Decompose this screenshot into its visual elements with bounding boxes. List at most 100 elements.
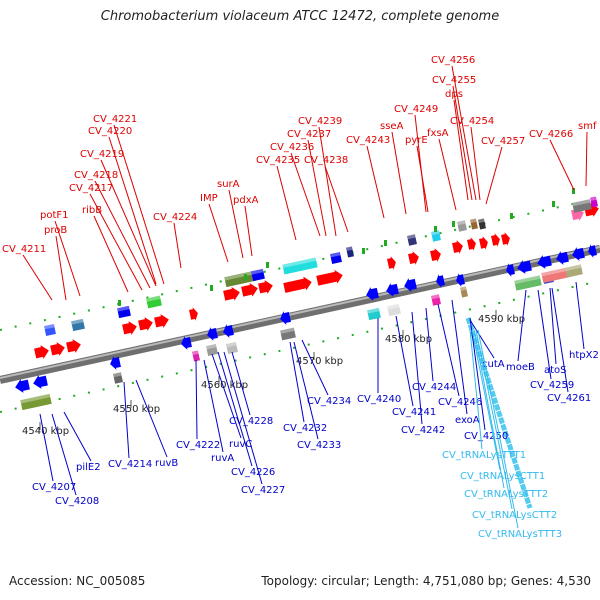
label-leader-line <box>203 359 224 453</box>
forward-gene-box <box>590 196 598 208</box>
forward-gene-label: CV_4217 <box>69 183 113 194</box>
reverse-gene-label: moeB <box>506 362 535 373</box>
label-leader-line <box>414 114 427 213</box>
reverse-gene-label: CV_4242 <box>401 425 445 436</box>
trna-gene-label: CV_tRNALysCTT2 <box>472 510 557 521</box>
forward-gene-arrow <box>467 237 476 251</box>
label-leader-line <box>307 139 327 237</box>
reverse-gene-box <box>113 372 123 384</box>
forward-gene-arrow <box>430 248 441 262</box>
genome-backbone <box>0 244 600 384</box>
label-leader-line <box>108 136 157 285</box>
label-leader-line <box>437 303 460 397</box>
label-leader-line <box>395 315 414 407</box>
label-leader-line <box>135 379 168 458</box>
label-leader-line <box>244 205 253 257</box>
label-leader-line <box>301 339 329 396</box>
label-leader-line <box>551 287 569 393</box>
label-leader-line <box>451 65 477 201</box>
reverse-gene-label: CV_4241 <box>392 407 436 418</box>
label-leader-line <box>39 413 54 482</box>
forward-gene-arrow <box>491 233 500 247</box>
label-leader-line <box>228 189 244 259</box>
forward-gene-arrow <box>66 339 81 353</box>
forward-gene-box <box>330 252 342 264</box>
scale-label: 4550 kbp <box>113 404 160 415</box>
trna-gene-label: CV_tRNALysTTT3 <box>478 529 562 540</box>
forward-gene-label: CV_4254 <box>450 116 494 127</box>
forward-gene-arrow <box>122 321 137 335</box>
label-leader-line <box>231 351 251 416</box>
label-leader-line <box>318 126 337 237</box>
forward-gene-arrow <box>258 280 273 294</box>
label-leader-line <box>195 359 198 440</box>
forward-gene-label: pdxA <box>233 195 259 206</box>
forward-gene-label: surA <box>217 179 240 190</box>
forward-gene-label: IMP <box>200 193 218 204</box>
label-leader-line <box>276 165 297 241</box>
reverse-gene-arrow <box>223 324 234 338</box>
scale-label: 4540 kbp <box>22 426 69 437</box>
reverse-gene-box <box>565 264 583 278</box>
reverse-gene-label: CV_4232 <box>283 423 327 434</box>
label-leader-line <box>173 222 182 269</box>
label-leader-line <box>453 99 469 201</box>
label-leader-line <box>549 287 557 365</box>
forward-gene-box <box>346 246 354 258</box>
label-leader-line <box>451 299 468 415</box>
reverse-gene-label: pilE2 <box>76 462 101 473</box>
label-leader-line <box>425 307 434 382</box>
label-leader-line <box>100 159 157 287</box>
forward-gene-arrow <box>34 345 49 359</box>
label-leader-line <box>517 289 527 362</box>
reverse-gene-arrow <box>207 327 218 341</box>
forward-gene-label: CV_4249 <box>394 104 438 115</box>
label-leader-line <box>469 317 486 431</box>
reverse-gene-label: ruvA <box>211 453 234 464</box>
reverse-gene-arrow <box>517 260 532 274</box>
forward-gene-arrow <box>241 282 258 297</box>
frame-tick <box>244 274 247 280</box>
forward-gene-label: pyrE <box>405 135 428 146</box>
forward-gene-box <box>478 218 486 230</box>
forward-gene-arrow <box>501 232 510 246</box>
reverse-gene-label: CV_4246 <box>438 397 482 408</box>
frame-tick <box>362 248 365 254</box>
reverse-gene-arrow <box>110 356 121 370</box>
reverse-gene-arrow <box>588 244 597 258</box>
reverse-gene-box <box>431 294 441 306</box>
label-leader-line <box>391 131 407 215</box>
reverse-gene-label: exoA <box>455 415 480 426</box>
frame-tick <box>452 221 455 227</box>
reverse-gene-arrow <box>366 287 379 301</box>
frame-tick <box>384 240 387 246</box>
reverse-gene-label: CV_4228 <box>229 416 273 427</box>
forward-gene-label: CV_4235 <box>256 155 300 166</box>
forward-gene-box <box>44 324 56 336</box>
forward-gene-arrow <box>154 314 169 328</box>
forward-gene-box <box>457 220 467 232</box>
frame-tick <box>118 300 121 306</box>
reverse-gene-label: ruvC <box>229 439 252 450</box>
scale-label: 4570 kbp <box>296 356 343 367</box>
forward-gene-label: potF1 <box>40 210 69 221</box>
label-leader-line <box>366 145 385 219</box>
trna-gene-strip <box>465 317 533 509</box>
label-leader-line <box>537 289 552 380</box>
forward-gene-arrow <box>50 342 65 356</box>
forward-gene-arrow <box>189 307 198 321</box>
frame-tick <box>552 201 555 207</box>
forward-gene-arrow <box>283 276 312 293</box>
reverse-gene-label: cutA <box>482 359 505 370</box>
label-leader-line <box>55 235 67 301</box>
forward-gene-label: CV_4218 <box>74 170 118 181</box>
label-leader-line <box>471 329 501 471</box>
frame-tick <box>210 285 213 291</box>
reverse-gene-label: htpX2 <box>569 350 599 361</box>
forward-gene-label: smf <box>578 121 597 132</box>
forward-gene-label: CV_4236 <box>270 142 314 153</box>
label-leader-line <box>223 351 263 485</box>
label-leader-line <box>452 85 473 201</box>
